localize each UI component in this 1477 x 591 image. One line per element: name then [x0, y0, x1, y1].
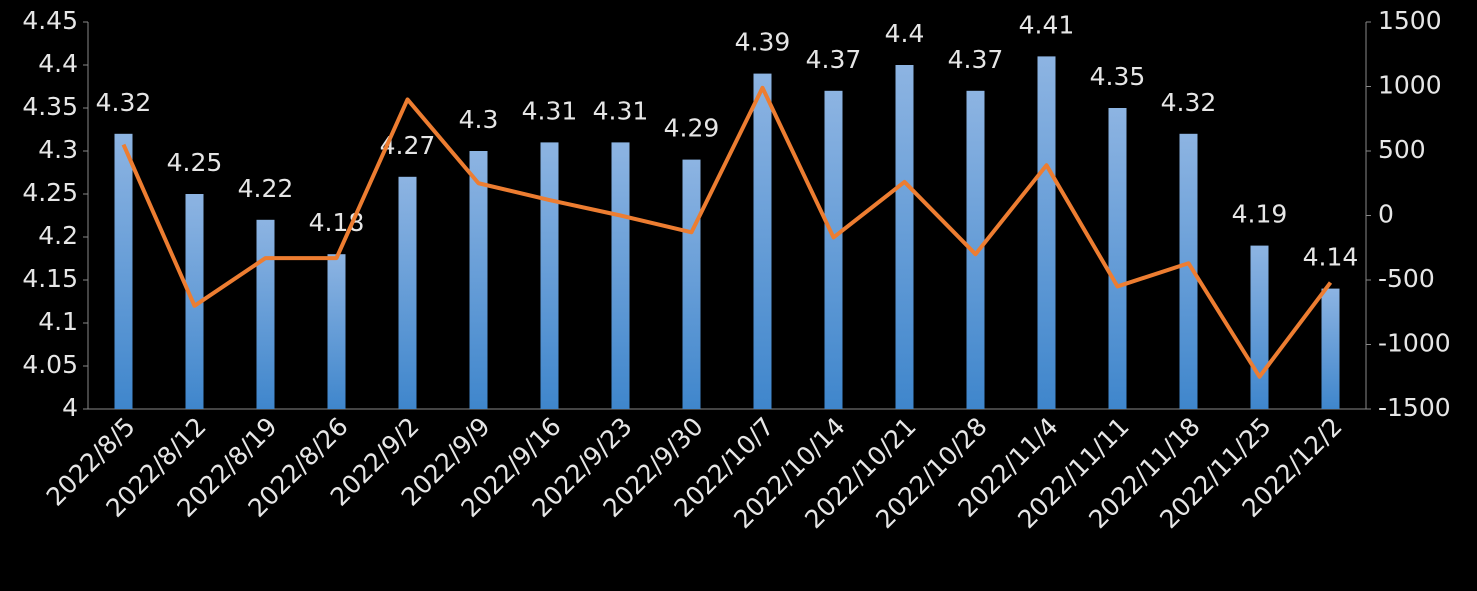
y-tick-label: 4.35: [22, 92, 78, 121]
bar: [256, 219, 275, 409]
data-label: 4.3: [459, 105, 499, 134]
data-label: 4.37: [806, 45, 862, 74]
data-label: 4.41: [1019, 10, 1075, 39]
bar: [1037, 56, 1056, 410]
bar: [1250, 245, 1269, 409]
data-label: 4.4: [885, 19, 925, 48]
y-tick-label: 4.2: [38, 221, 78, 250]
data-label: 4.22: [238, 174, 294, 203]
data-label: 4.31: [593, 96, 649, 125]
bar: [1108, 108, 1127, 409]
bar: [398, 176, 417, 409]
y-tick-label: 4.15: [22, 264, 78, 293]
bar: [611, 142, 630, 409]
data-label: 4.35: [1090, 62, 1146, 91]
y2-tick-label: -1500: [1378, 393, 1451, 422]
bar: [895, 65, 914, 409]
bar: [753, 73, 772, 409]
y-tick-label: 4.45: [22, 6, 78, 35]
line: [121, 85, 1333, 379]
bar: [824, 90, 843, 410]
bar: [469, 151, 488, 409]
data-label: 4.32: [1161, 88, 1217, 117]
bar: [327, 254, 346, 409]
bar: [1321, 288, 1340, 409]
y2-tick-label: -500: [1378, 264, 1435, 293]
y2-tick-label: -1000: [1378, 329, 1451, 358]
data-label: 4.14: [1303, 243, 1359, 272]
data-label: 4.37: [948, 45, 1004, 74]
bar: [682, 159, 701, 409]
y-tick-label: 4.4: [38, 49, 78, 78]
y2-tick-label: 1000: [1378, 71, 1442, 100]
y2-tick-label: 0: [1378, 200, 1394, 229]
data-label: 4.31: [522, 96, 578, 125]
y-tick-label: 4.1: [38, 307, 78, 336]
y2-tick-label: 500: [1378, 135, 1426, 164]
bar: [1179, 133, 1198, 410]
y-tick-label: 4.05: [22, 350, 78, 379]
y-tick-label: 4.25: [22, 178, 78, 207]
data-label: 4.29: [664, 114, 720, 143]
data-label: 4.32: [96, 88, 152, 117]
bar: [114, 133, 133, 410]
bar: [966, 90, 985, 410]
bar: [540, 142, 559, 409]
data-label: 4.25: [167, 148, 223, 177]
y-tick-label: 4.3: [38, 135, 78, 164]
data-label: 4.19: [1232, 200, 1288, 229]
y-tick-label: 4: [62, 393, 78, 422]
data-label: 4.39: [735, 28, 791, 57]
y2-tick-label: 1500: [1378, 6, 1442, 35]
